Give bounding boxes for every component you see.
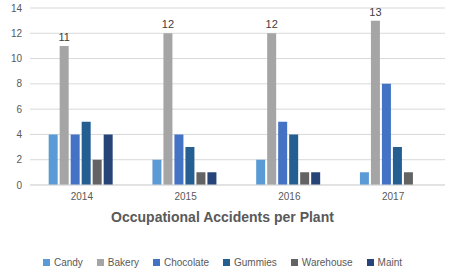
svg-text:2014: 2014 — [71, 191, 94, 202]
svg-text:8: 8 — [16, 78, 22, 89]
svg-text:4: 4 — [16, 129, 22, 140]
svg-text:2: 2 — [16, 154, 22, 165]
html-text:Gummies: Gummies — [234, 257, 277, 268]
html-text:Occupational Accidents per Pla: Occupational Accidents per Plant — [111, 209, 334, 225]
svg-text:14: 14 — [11, 3, 23, 14]
svg-text:10: 10 — [11, 53, 23, 64]
html-text:Chocolate: Chocolate — [164, 257, 209, 268]
html-text:Candy: Candy — [54, 257, 83, 268]
html-text:Maint: Maint — [377, 257, 402, 268]
svg-text:12: 12 — [11, 28, 23, 39]
html-text:Warehouse: Warehouse — [301, 257, 353, 268]
html-text:Bakery: Bakery — [107, 257, 139, 268]
svg-text:0: 0 — [16, 180, 22, 191]
svg-text:12: 12 — [266, 18, 278, 30]
svg-text:11: 11 — [58, 31, 69, 43]
svg-text:2015: 2015 — [175, 191, 198, 202]
svg-text:6: 6 — [16, 104, 22, 115]
svg-text:13: 13 — [369, 6, 381, 18]
svg-text:12: 12 — [162, 18, 174, 30]
svg-text:2017: 2017 — [382, 191, 405, 202]
svg-text:2016: 2016 — [278, 191, 301, 202]
